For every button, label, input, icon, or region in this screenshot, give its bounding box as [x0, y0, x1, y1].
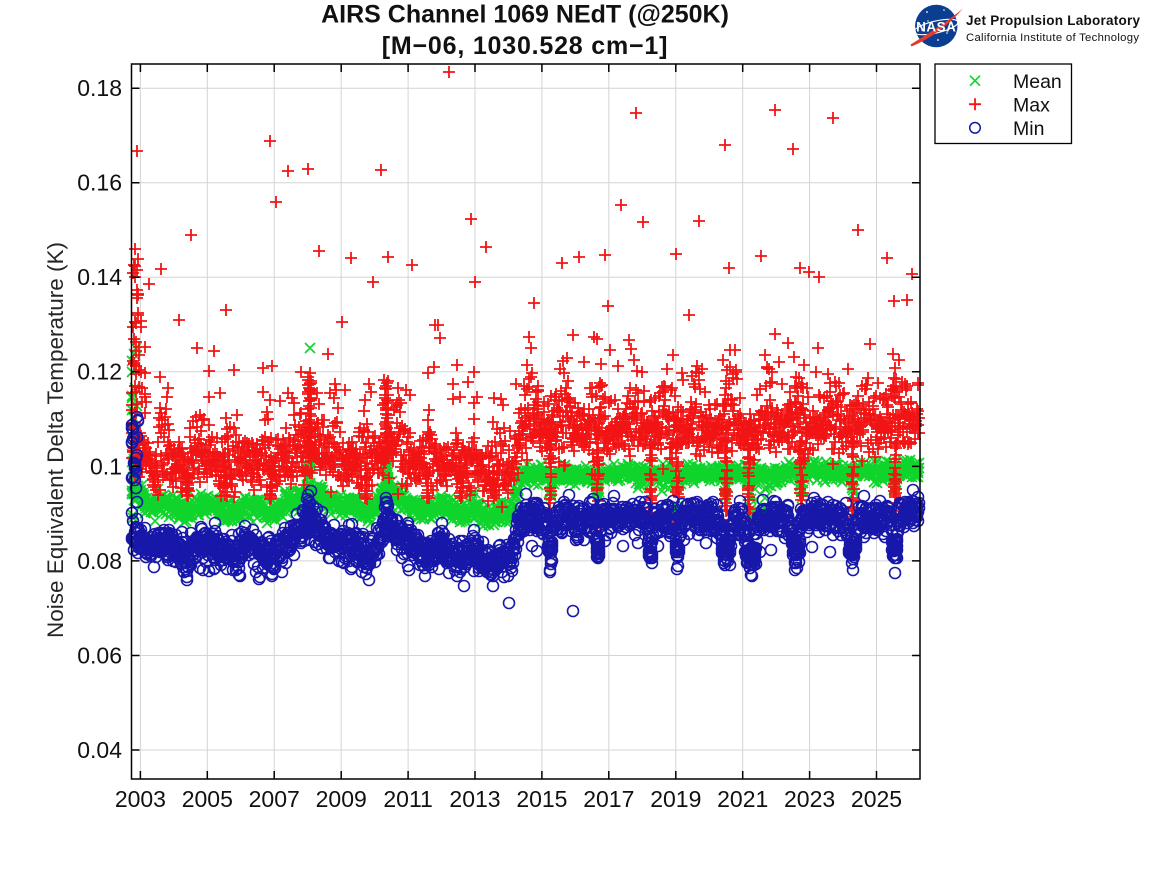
svg-text:Jet Propulsion Laboratory: Jet Propulsion Laboratory: [966, 13, 1140, 28]
svg-text:0.06: 0.06: [77, 642, 122, 668]
svg-text:2005: 2005: [182, 786, 233, 812]
svg-text:2011: 2011: [383, 786, 432, 812]
svg-text:2007: 2007: [249, 786, 300, 812]
svg-text:Noise Equivalent Delta Tempera: Noise Equivalent Delta Temperature (K): [43, 242, 68, 638]
svg-text:2015: 2015: [516, 786, 567, 812]
svg-text:2025: 2025: [851, 786, 902, 812]
svg-text:NASA: NASA: [916, 20, 956, 35]
svg-text:0.14: 0.14: [77, 264, 122, 290]
svg-text:0.1: 0.1: [90, 453, 122, 479]
svg-text:0.08: 0.08: [77, 548, 122, 574]
svg-text:Min: Min: [1013, 118, 1044, 140]
svg-text:0.18: 0.18: [77, 75, 122, 101]
svg-text:2003: 2003: [115, 786, 166, 812]
svg-text:2017: 2017: [583, 786, 634, 812]
svg-text:0.12: 0.12: [77, 359, 122, 385]
svg-text:2009: 2009: [316, 786, 367, 812]
svg-text:2013: 2013: [449, 786, 500, 812]
svg-text:2019: 2019: [650, 786, 701, 812]
svg-text:AIRS Channel 1069 NEdT (@250K): AIRS Channel 1069 NEdT (@250K): [321, 1, 729, 29]
svg-text:2021: 2021: [717, 786, 768, 812]
svg-text:[M−06, 1030.528 cm−1]: [M−06, 1030.528 cm−1]: [382, 32, 668, 60]
svg-text:0.04: 0.04: [77, 737, 122, 763]
svg-text:0.16: 0.16: [77, 170, 122, 196]
svg-text:California Institute of Techno: California Institute of Technology: [966, 32, 1139, 44]
svg-text:Mean: Mean: [1013, 71, 1062, 93]
svg-text:2023: 2023: [784, 786, 835, 812]
svg-text:Max: Max: [1013, 95, 1050, 117]
